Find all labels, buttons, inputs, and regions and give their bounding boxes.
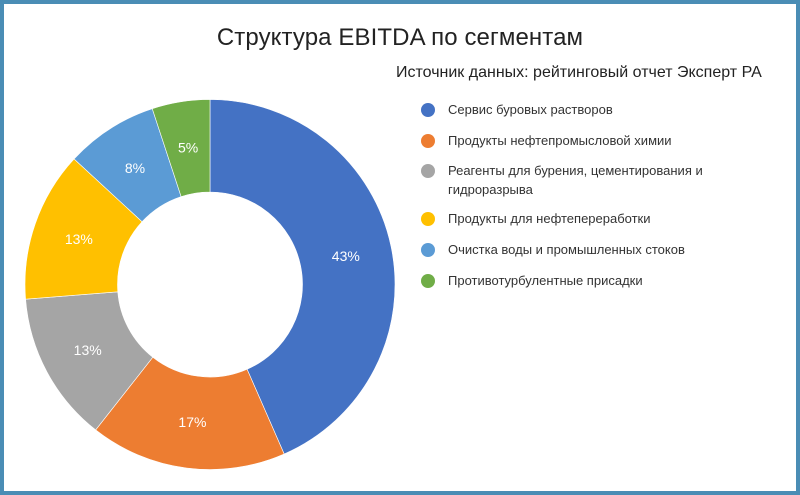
legend-dot-icon xyxy=(421,164,435,178)
legend-label: Продукты для нефтепереработки xyxy=(448,211,651,226)
legend-item[interactable]: Реагенты для бурения, цементирования и г… xyxy=(421,161,718,199)
legend-label: Противотурбулентные присадки xyxy=(448,273,643,288)
slice-percent-label: 5% xyxy=(178,139,198,155)
legend-item[interactable]: Продукты нефтепромысловой химии xyxy=(421,131,718,150)
donut-slice[interactable] xyxy=(151,99,211,197)
slice-percent-label: 13% xyxy=(65,231,93,247)
legend-dot-icon xyxy=(421,243,435,257)
legend-label: Очистка воды и промышленных стоков xyxy=(448,242,685,257)
legend-item[interactable]: Очистка воды и промышленных стоков xyxy=(421,240,718,259)
legend-dot-icon xyxy=(421,274,435,288)
legend-dot-icon xyxy=(421,134,435,148)
legend-dot-icon xyxy=(421,212,435,226)
slice-percent-label: 43% xyxy=(332,248,360,264)
slice-labels: 43% 17% 13% 13% 8% 5% xyxy=(65,139,360,430)
donut-slice[interactable] xyxy=(209,99,396,455)
legend-label: Продукты нефтепромысловой химии xyxy=(448,133,672,148)
donut-slices xyxy=(24,99,396,470)
slice-percent-label: 13% xyxy=(74,342,102,358)
chart-title: Структура EBITDA по сегментам xyxy=(216,24,584,51)
legend-item[interactable]: Сервис буровых растворов xyxy=(421,100,718,119)
legend-item[interactable]: Продукты для нефтепереработки xyxy=(421,209,718,228)
slice-percent-label: 8% xyxy=(125,160,145,176)
legend-label: Реагенты для бурения, цементирования и г… xyxy=(448,163,703,197)
legend-dot-icon xyxy=(421,103,435,117)
chart-subtitle: Источник данных: рейтинговый отчет Экспе… xyxy=(396,64,762,81)
slice-percent-label: 17% xyxy=(178,414,206,430)
legend-label: Сервис буровых растворов xyxy=(448,102,613,117)
legend-item[interactable]: Противотурбулентные присадки xyxy=(421,271,718,290)
donut-slice[interactable] xyxy=(95,356,285,470)
